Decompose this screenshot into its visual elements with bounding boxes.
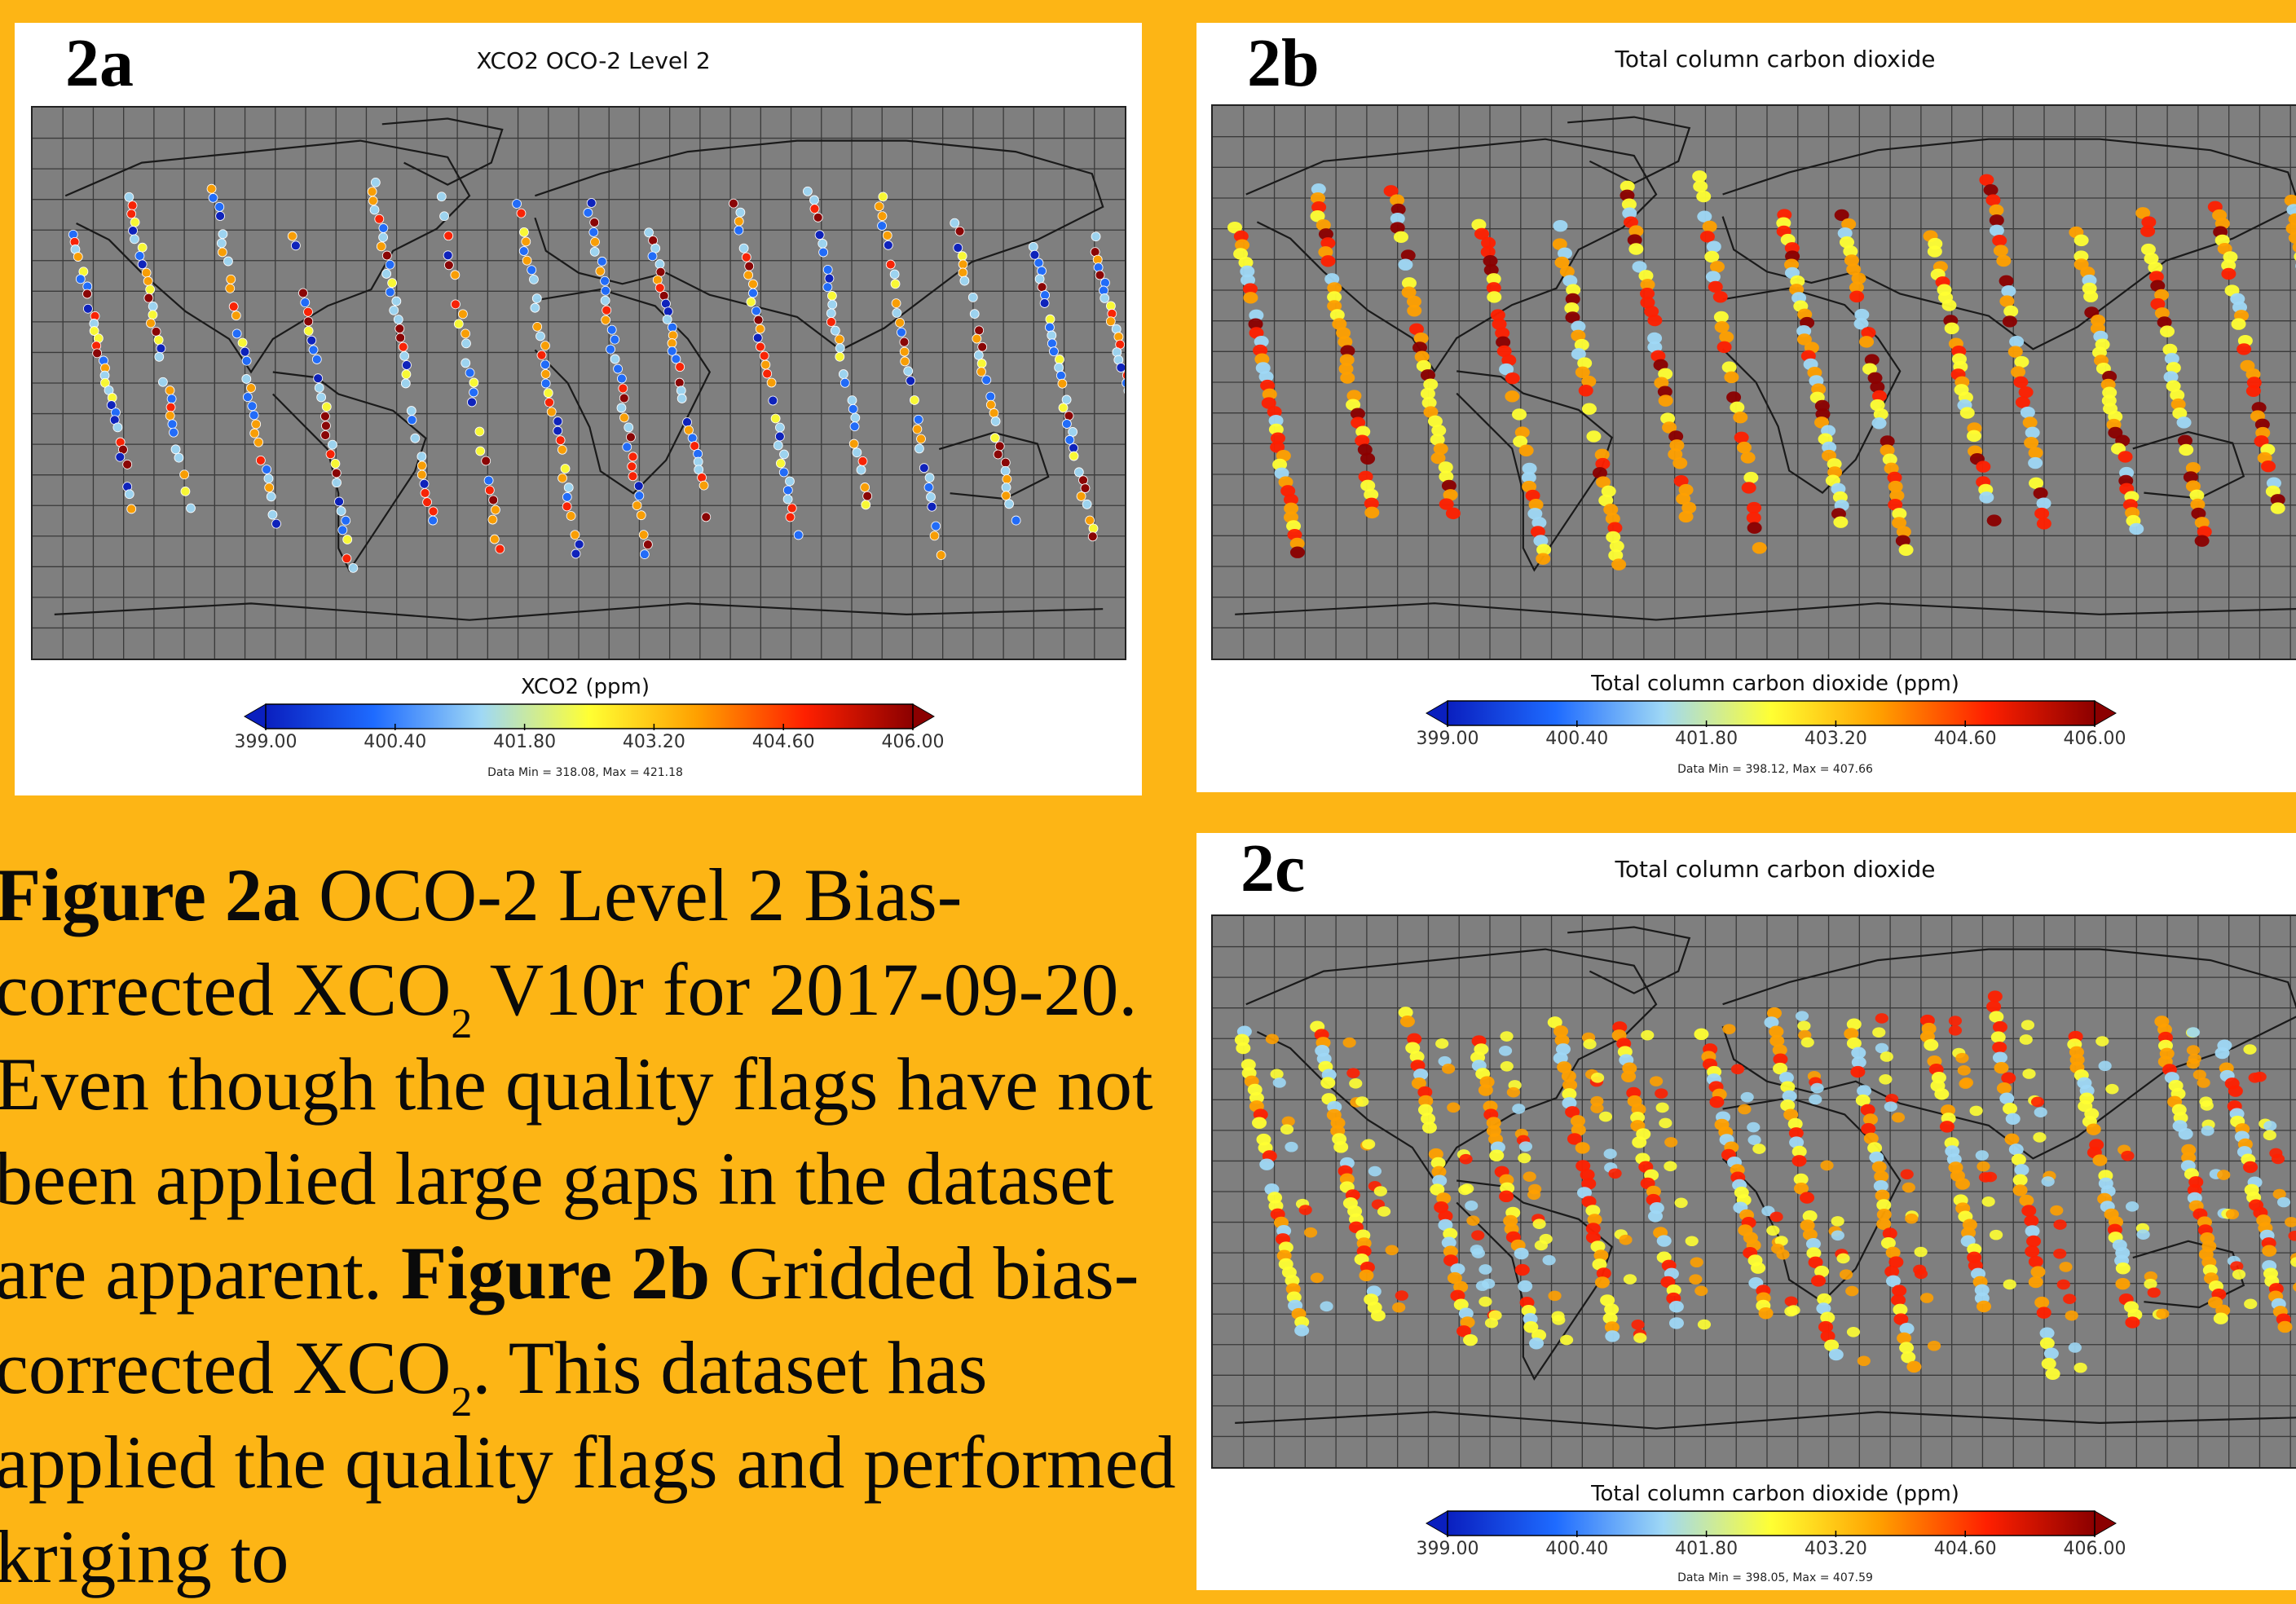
data-minmax-label: Data Min = 318.08, Max = 421.18 xyxy=(487,766,683,779)
satellite-swaths xyxy=(1227,170,2296,571)
map-plot xyxy=(1211,914,2296,1469)
colorbar-title: Total column carbon dioxide (ppm) xyxy=(1591,1482,1959,1506)
data-minmax-label: Data Min = 398.12, Max = 407.66 xyxy=(1677,763,1873,776)
colorbar-tick-label: 404.60 xyxy=(751,732,815,752)
colorbar-tick-label: 401.80 xyxy=(1675,729,1739,749)
colorbar-tick-label: 399.00 xyxy=(1416,1539,1479,1559)
colorbar-tick-label: 400.40 xyxy=(364,732,427,752)
colorbar-tick-label: 400.40 xyxy=(1545,729,1609,749)
colorbar-gradient xyxy=(243,703,936,730)
colorbar-title: Total column carbon dioxide (ppm) xyxy=(1591,672,1959,696)
panel-label: 2c xyxy=(1241,833,1306,906)
map-plot xyxy=(1211,104,2296,660)
map-plot xyxy=(31,106,1126,660)
colorbar-tick-label: 403.20 xyxy=(622,732,685,752)
satellite-swaths xyxy=(68,177,1125,573)
caption-subscript: 2 xyxy=(451,1379,473,1426)
figure-panel-2c: 2c Total column carbon dioxide Total col… xyxy=(1196,833,2296,1590)
caption-fig2a-text-cont: V10r for 2017-09-20. Even though the qua… xyxy=(0,948,1153,1315)
colorbar-tick-label: 403.20 xyxy=(1804,1539,1867,1559)
colorbar: 399.00 400.40 401.80 403.20 404.60 406.00 xyxy=(1417,1509,2126,1575)
graticule xyxy=(1213,106,2296,659)
caption-fig2b-label: Figure 2b xyxy=(401,1232,711,1315)
colorbar-tick-label: 404.60 xyxy=(1933,729,1997,749)
world-map xyxy=(1213,916,2296,1467)
panel-label: 2a xyxy=(65,25,134,101)
colorbar-gradient xyxy=(1425,700,2118,727)
panel-title: XCO2 OCO-2 Level 2 xyxy=(476,47,711,74)
figure-caption: Figure 2a OCO-2 Level 2 Bias-corrected X… xyxy=(0,848,1185,1604)
colorbar-tick-label: 401.80 xyxy=(493,732,557,752)
colorbar-tick-label: 401.80 xyxy=(1675,1539,1739,1559)
panel-label: 2b xyxy=(1247,25,1320,101)
caption-fig2a-text: OCO-2 Level 2 Bias-corrected XCO xyxy=(0,853,963,1031)
coastlines xyxy=(1235,116,2296,621)
colorbar-tick-label: 403.20 xyxy=(1804,729,1867,749)
colorbar-tick-label: 406.00 xyxy=(881,732,945,752)
caption-fig2b-text: Gridded bias-corrected XCO xyxy=(0,1232,1139,1409)
colorbar: 399.00 400.40 401.80 403.20 404.60 406.00 xyxy=(235,703,944,781)
colorbar-title: XCO2 (ppm) xyxy=(521,675,650,699)
colorbar-tick-label: 400.40 xyxy=(1545,1539,1609,1559)
world-map xyxy=(1213,106,2296,659)
data-minmax-label: Data Min = 398.05, Max = 407.59 xyxy=(1677,1571,1873,1584)
world-map xyxy=(33,108,1125,659)
caption-subscript: 2 xyxy=(451,1001,473,1047)
caption-fig2b-text-cont: . This dataset has applied the quality f… xyxy=(0,1326,1176,1598)
colorbar-tick-label: 399.00 xyxy=(234,732,297,752)
graticule xyxy=(33,108,1125,659)
colorbar-tick-label: 406.00 xyxy=(2063,729,2126,749)
colorbar-tick-label: 406.00 xyxy=(2063,1539,2126,1559)
colorbar-gradient xyxy=(1425,1510,2118,1537)
caption-fig2a-label: Figure 2a xyxy=(0,853,300,936)
panel-title: Total column carbon dioxide xyxy=(1615,856,1936,883)
satellite-swaths xyxy=(1234,990,2296,1380)
colorbar: 399.00 400.40 401.80 403.20 404.60 406.00 xyxy=(1417,699,2126,778)
panel-title: Total column carbon dioxide xyxy=(1615,46,1936,73)
figure-panel-2a: 2a XCO2 OCO-2 Level 2 XCO2 (ppm) 399.00 4… xyxy=(15,23,1142,795)
figure-panel-2b: 2b Total column carbon dioxide Total col… xyxy=(1196,23,2296,792)
colorbar-tick-label: 404.60 xyxy=(1933,1539,1997,1559)
colorbar-tick-label: 399.00 xyxy=(1416,729,1479,749)
